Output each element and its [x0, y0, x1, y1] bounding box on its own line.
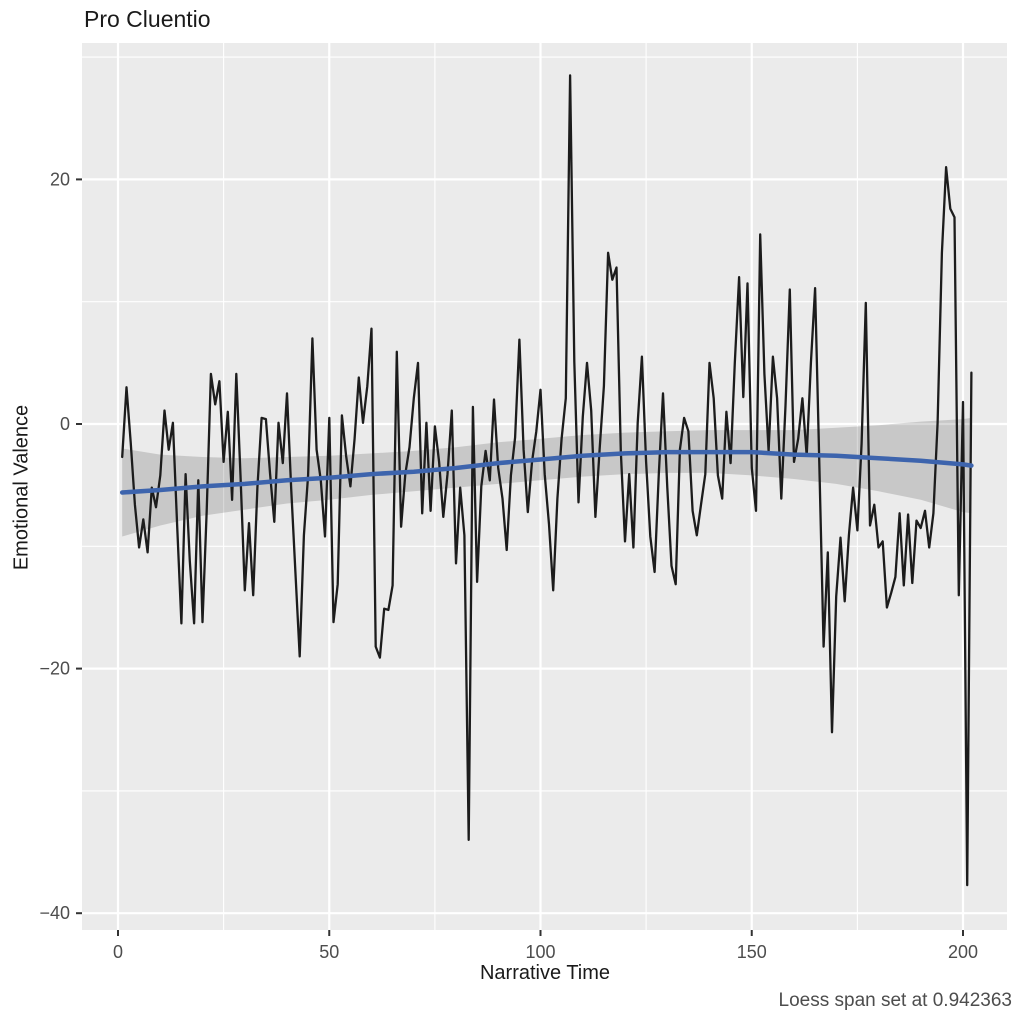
y-tick-label: 20	[50, 169, 70, 189]
y-tick-label: −40	[39, 903, 70, 923]
loess-line	[119, 449, 974, 495]
y-axis-title: Emotional Valence	[10, 404, 33, 571]
plot-caption: Loess span set at 0.942363	[778, 990, 1012, 1011]
sentiment-line	[121, 74, 973, 887]
x-tick-label: 200	[948, 942, 978, 962]
plot-title: Pro Cluentio	[84, 6, 211, 32]
loess-confidence-band	[122, 417, 972, 537]
x-tick-label: 50	[319, 942, 339, 962]
x-tick-label: 100	[525, 942, 555, 962]
y-tick-label: 0	[60, 414, 70, 434]
y-tick-label: −20	[39, 659, 70, 679]
x-tick-label: 0	[113, 942, 123, 962]
x-tick-label: 150	[737, 942, 767, 962]
x-axis-title: Narrative Time	[479, 962, 611, 984]
